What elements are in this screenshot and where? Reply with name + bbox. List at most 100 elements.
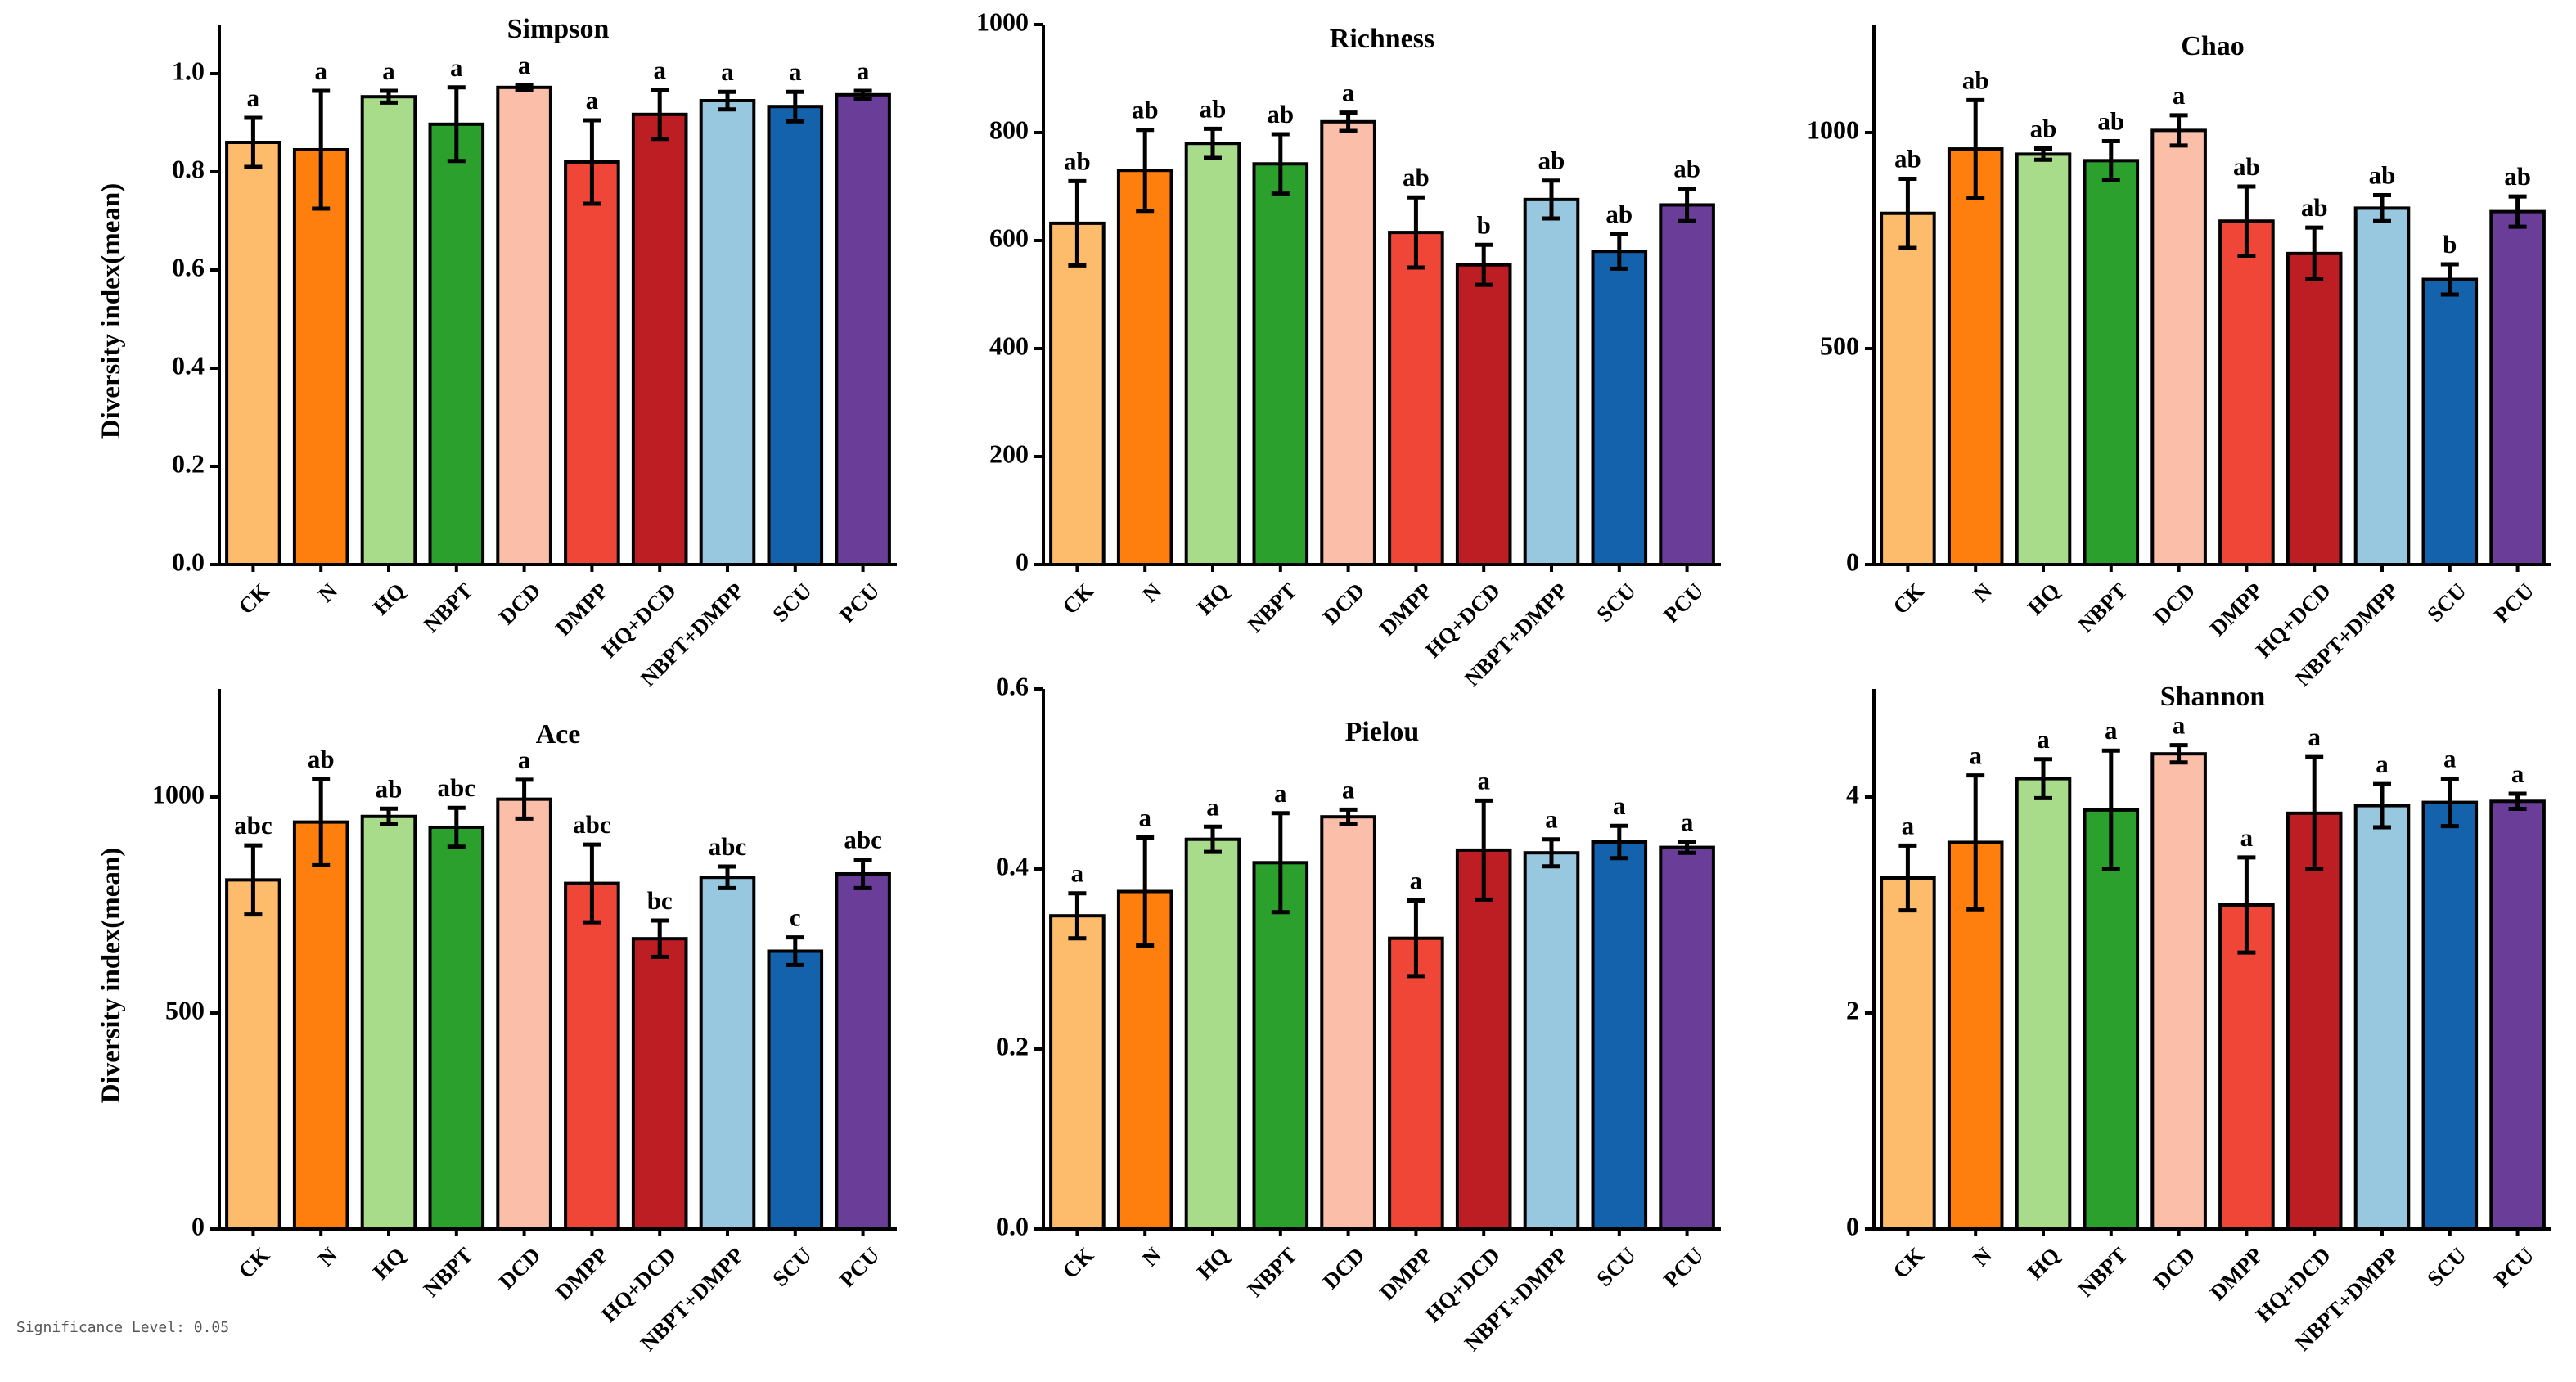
error-bar-n	[1136, 835, 1155, 948]
x-tick-label-nbpt: NBPT	[2073, 578, 2132, 637]
significance-letter: ab	[1132, 96, 1159, 124]
y-tick-label: 1.0	[172, 56, 205, 85]
y-tick-label: 0.4	[996, 851, 1029, 880]
x-tick-label-dcd: DCD	[494, 1243, 546, 1294]
significance-letter: a	[2308, 723, 2321, 751]
chart-title: Chao	[2181, 31, 2244, 61]
bar-dcd	[496, 797, 552, 1231]
significance-letter: a	[1274, 779, 1287, 808]
y-tick-label: 0	[1016, 547, 1029, 576]
x-tick-label-pcu: PCU	[835, 1243, 884, 1292]
y-tick-label: 1000	[976, 7, 1029, 36]
significance-letter: a	[1681, 808, 1694, 836]
bar-n	[292, 148, 349, 566]
error-bar-nbpt	[1271, 811, 1290, 915]
x-tick-label-dcd: DCD	[2149, 1243, 2200, 1294]
bar-scu	[767, 949, 824, 1231]
bar-hq+dcd	[1455, 263, 1512, 566]
error-bar-pcu	[2508, 791, 2527, 812]
x-tick-label-n: N	[313, 1242, 342, 1271]
error-bar-hq	[1204, 824, 1222, 854]
x-tick-label-nbpt: NBPT	[418, 578, 477, 637]
error-bar-hq+dcd	[651, 918, 669, 959]
significance-letter: abc	[438, 773, 476, 802]
significance-letter: abc	[709, 832, 747, 861]
x-tick-label-n: N	[1968, 578, 1997, 606]
error-bar-ck	[1068, 891, 1087, 941]
significance-letter: a	[2376, 750, 2389, 778]
chart-title: Ace	[536, 719, 581, 750]
significance-letter: b	[2443, 230, 2457, 259]
bar-n	[1947, 147, 2004, 566]
x-tick-label-hq: HQ	[2023, 1243, 2065, 1285]
error-bar-ck	[244, 843, 263, 917]
error-bar-dcd	[2169, 743, 2188, 765]
bar-dmpp	[564, 160, 620, 566]
y-tick-label: 0	[191, 1211, 205, 1240]
error-bar-hq+dcd	[2305, 754, 2324, 871]
bar-hq	[2015, 152, 2072, 566]
significance-letter: a	[1613, 791, 1626, 820]
error-bar-n	[1966, 97, 1985, 200]
error-bar-hq	[380, 806, 398, 826]
y-tick-label: 4	[1846, 779, 1859, 808]
significance-letter: a	[1342, 775, 1355, 804]
bar-ck	[1049, 914, 1106, 1231]
error-bar-pcu	[1678, 840, 1696, 855]
y-tick-label: 800	[989, 115, 1029, 144]
bar-dcd	[1320, 119, 1376, 567]
x-tick-label-dcd: DCD	[2149, 578, 2200, 630]
error-bar-pcu	[853, 88, 872, 101]
bar-nbpt+dmpp	[2353, 804, 2411, 1231]
y-tick-label: 500	[165, 995, 205, 1024]
bar-hq	[1184, 837, 1241, 1231]
x-tick-label-pcu: PCU	[1659, 578, 1708, 628]
x-tick-label-n: N	[313, 578, 342, 606]
y-tick-label: 0.2	[172, 448, 205, 478]
y-axis-label: Diversity index(mean)	[97, 848, 126, 1104]
bar-hq+dcd	[631, 937, 688, 1231]
chart-panel-richness: abCKabNabHQabNBPTaDCDabDMPPbHQ+DCDabNBPT…	[976, 7, 1721, 691]
error-bar-hq	[2034, 146, 2052, 162]
x-tick-label-nbpt: NBPT	[1242, 1243, 1301, 1302]
x-tick-label-pcu: PCU	[2489, 1243, 2538, 1292]
significance-letter: a	[721, 57, 734, 86]
error-bar-pcu	[2508, 194, 2527, 229]
chart-panel-ace: abcCKabNabHQabcNBPTaDCDabcDMPPbcHQ+DCDab…	[97, 689, 897, 1356]
bar-nbpt+dmpp	[699, 99, 756, 566]
y-tick-label: 0.6	[172, 252, 205, 281]
x-tick-label-n: N	[1137, 578, 1166, 606]
bar-n	[292, 820, 349, 1231]
bar-scu	[1591, 840, 1648, 1231]
bar-nbpt+dmpp	[1523, 197, 1580, 566]
significance-letter: ab	[1200, 94, 1227, 123]
y-tick-label: 0.6	[996, 671, 1029, 700]
y-tick-label: 1000	[1807, 115, 1859, 144]
significance-letter: a	[1545, 805, 1558, 834]
y-tick-label: 200	[989, 439, 1029, 468]
y-tick-label: 1000	[152, 779, 205, 808]
error-bar-nbpt	[447, 805, 466, 849]
x-tick-label-ck: CK	[233, 578, 274, 619]
significance-letter: ab	[2301, 193, 2328, 222]
error-bar-hq+dcd	[651, 88, 669, 142]
bar-dcd	[496, 85, 552, 567]
x-tick-label-pcu: PCU	[835, 578, 884, 628]
significance-letter: a	[2511, 759, 2524, 788]
x-tick-label-dmpp: DMPP	[1375, 1243, 1437, 1305]
x-tick-label-scu: SCU	[2422, 578, 2470, 627]
significance-letter: ab	[2030, 115, 2057, 143]
x-tick-label-dmpp: DMPP	[2205, 578, 2268, 641]
significance-letter: a	[1969, 741, 1982, 770]
significance-letter: b	[1477, 210, 1491, 239]
y-tick-label: 0.8	[172, 154, 205, 183]
x-tick-label-scu: SCU	[2422, 1243, 2470, 1291]
bar-ck	[1880, 211, 1936, 566]
bar-dmpp	[2218, 903, 2275, 1231]
significance-letter: a	[1477, 766, 1490, 795]
bar-pcu	[835, 92, 891, 567]
x-tick-label-ck: CK	[1057, 1243, 1098, 1284]
x-tick-label-hq: HQ	[368, 1243, 410, 1285]
bar-pcu	[1659, 203, 1715, 566]
significance-letter: abc	[573, 810, 611, 839]
